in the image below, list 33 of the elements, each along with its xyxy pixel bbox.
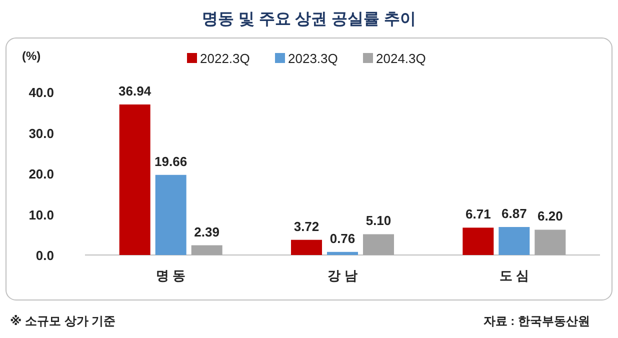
data-label: 3.72 [294,218,320,234]
text: ※ 소규모 상가 기준 [10,314,116,328]
legend-label: 2022.3Q [200,51,250,66]
bar [534,230,566,255]
bar [291,240,322,255]
text: 자료 : 한국부동산원 [483,314,590,328]
bar [155,174,186,255]
legend-label: 2024.3Q [376,51,426,66]
x-tick-label: 도 심 [499,268,529,283]
data-label: 6.71 [466,206,491,222]
bar [119,104,150,255]
y-tick-label: 20.0 [28,166,54,182]
data-label: 0.76 [330,230,356,246]
x-tick-label: 명 동 [156,268,186,283]
bar [462,228,494,255]
data-label: 6.87 [502,206,527,222]
data-label: 6.20 [538,208,563,224]
bar [191,245,222,255]
y-tick-label: 40.0 [28,85,54,100]
data-label: 2.39 [194,224,220,240]
data-label: 36.94 [118,83,152,98]
bar [327,252,358,255]
chart-title: 명동 및 주요 상권 공실률 추이 [202,11,416,28]
bar [498,227,530,255]
y-axis-title: (%) [22,49,41,63]
legend-label: 2023.3Q [288,51,338,66]
bar [363,234,394,255]
y-tick-label: 30.0 [28,126,54,141]
x-tick-label: 강 남 [328,268,358,283]
data-label: 5.10 [366,213,392,228]
y-tick-label: 10.0 [28,207,54,222]
y-tick-label: 0.0 [36,248,54,263]
data-label: 19.66 [154,154,188,169]
